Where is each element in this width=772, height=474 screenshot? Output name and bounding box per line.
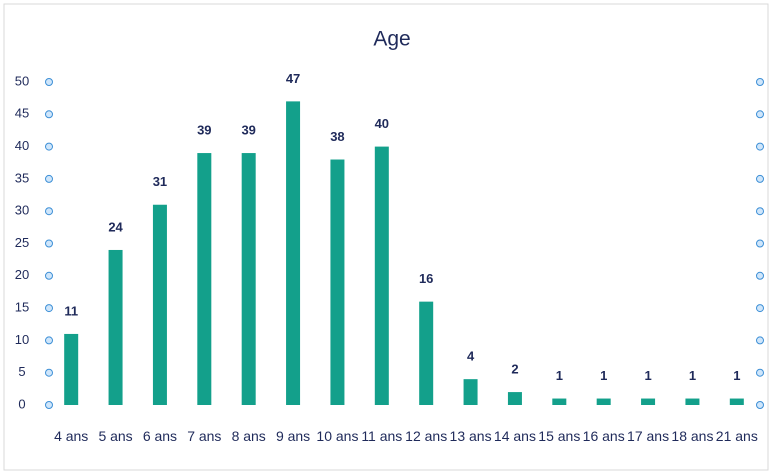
data-label: 39 — [241, 122, 255, 137]
y-tick-marker — [45, 142, 53, 151]
bar — [152, 204, 167, 405]
y-tick-marker — [45, 368, 53, 377]
x-tick-label: 4 ans — [54, 428, 89, 444]
x-tick-label: 9 ans — [275, 428, 311, 444]
bar — [419, 301, 434, 405]
bar — [108, 249, 123, 405]
y-tick-marker — [45, 110, 53, 119]
x-tick-label: 5 ans — [98, 428, 133, 444]
bar — [685, 398, 700, 405]
y-tick-marker — [45, 174, 53, 183]
y-tick-label: 45 — [15, 106, 29, 121]
y-tick-marker — [756, 368, 764, 377]
y-tick-label: 20 — [15, 267, 29, 282]
y-tick-label: 40 — [15, 138, 29, 153]
y-tick-marker — [756, 336, 764, 345]
data-label: 38 — [330, 129, 344, 144]
x-tick-label: 14 ans — [493, 428, 536, 444]
data-label: 31 — [153, 174, 167, 189]
y-tick-marker — [45, 304, 53, 313]
bar — [463, 379, 478, 405]
data-label: 40 — [375, 116, 389, 131]
y-tick-marker — [45, 239, 53, 248]
bar — [197, 153, 212, 405]
bar — [286, 101, 301, 405]
y-tick-label: 5 — [18, 364, 25, 379]
y-tick-marker — [45, 207, 53, 216]
y-tick-marker — [45, 78, 53, 86]
x-tick-label: 11 ans — [361, 428, 403, 444]
x-tick-label: 17 ans — [627, 428, 670, 444]
y-tick-label: 10 — [15, 332, 29, 347]
y-tick-marker — [756, 304, 764, 313]
bar — [641, 398, 656, 405]
bar — [330, 159, 345, 405]
bar — [596, 398, 611, 405]
data-label: 1 — [644, 368, 651, 383]
x-tick-label: 16 ans — [582, 428, 625, 444]
y-tick-marker — [45, 401, 53, 409]
data-label: 47 — [286, 71, 300, 86]
data-label: 16 — [419, 271, 433, 286]
bar — [552, 398, 567, 405]
x-tick-label: 13 ans — [449, 428, 492, 444]
bar — [374, 146, 389, 405]
y-tick-marker — [756, 239, 764, 248]
y-tick-marker — [756, 110, 764, 119]
y-tick-marker — [45, 271, 53, 280]
x-tick-label: 18 ans — [671, 428, 714, 444]
x-tick-label: 15 ans — [538, 428, 581, 444]
data-label: 1 — [600, 368, 607, 383]
data-label: 24 — [108, 219, 123, 234]
x-tick-label: 6 ans — [142, 428, 178, 444]
y-tick-marker — [756, 401, 764, 409]
x-tick-label: 10 ans — [316, 428, 359, 444]
x-tick-label: 8 ans — [231, 428, 266, 444]
data-label: 2 — [511, 362, 518, 377]
chart-frame — [3, 3, 769, 471]
y-tick-marker — [756, 271, 764, 280]
y-tick-label: 0 — [18, 396, 25, 411]
data-label: 1 — [733, 368, 740, 383]
y-tick-marker — [756, 78, 764, 86]
data-label: 4 — [467, 349, 475, 364]
data-label: 39 — [197, 122, 211, 137]
y-tick-label: 25 — [15, 235, 29, 250]
bar — [507, 392, 522, 405]
x-tick-label: 21 ans — [715, 428, 758, 444]
data-label: 1 — [689, 368, 696, 383]
bar — [729, 398, 744, 405]
data-label: 11 — [64, 303, 78, 318]
x-tick-label: 7 ans — [187, 428, 222, 444]
data-label: 1 — [556, 368, 563, 383]
y-tick-marker — [45, 336, 53, 345]
y-tick-label: 35 — [15, 170, 29, 185]
y-tick-marker — [756, 142, 764, 151]
y-tick-label: 30 — [15, 203, 29, 218]
bar — [241, 153, 256, 405]
bar — [64, 333, 79, 405]
x-tick-label: 12 ans — [405, 428, 448, 444]
y-tick-marker — [756, 174, 764, 183]
chart-title: Age — [373, 28, 410, 51]
y-tick-label: 50 — [15, 73, 29, 88]
y-tick-marker — [756, 207, 764, 216]
y-tick-label: 15 — [15, 300, 29, 315]
